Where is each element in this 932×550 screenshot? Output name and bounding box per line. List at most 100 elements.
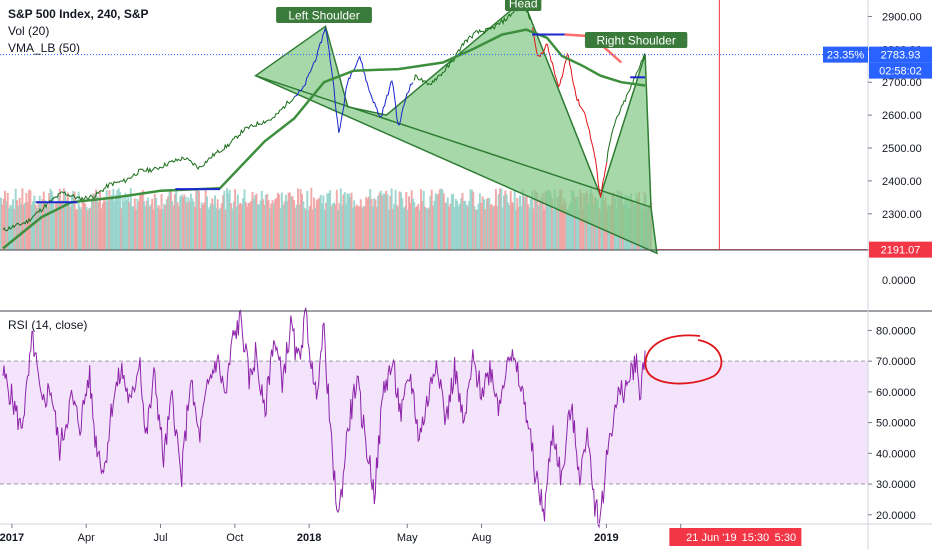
volume-bar	[149, 204, 152, 250]
volume-bar	[70, 194, 73, 250]
volume-bar	[84, 203, 87, 250]
volume-bar	[369, 189, 372, 250]
crosshair-date-bg	[669, 528, 802, 546]
volume-bar	[549, 193, 552, 250]
volume-bar	[409, 203, 412, 250]
volume-bar	[345, 203, 348, 250]
volume-bar	[168, 189, 171, 250]
volume-bar	[204, 188, 207, 250]
time-tick-label: 2017	[0, 532, 24, 544]
volume-bar	[565, 209, 568, 250]
time-tick-label: Aug	[472, 532, 492, 544]
volume-bar	[355, 204, 358, 250]
volume-bar	[305, 209, 307, 250]
rsi-line	[2, 306, 646, 529]
volume-bar	[349, 196, 352, 250]
volume-bar	[335, 189, 338, 250]
volume-bar	[288, 192, 291, 250]
volume-bar	[397, 207, 400, 250]
volume-bar	[6, 192, 9, 250]
volume-bar	[398, 191, 401, 250]
volume-bar	[293, 200, 295, 250]
volume-bar	[413, 202, 416, 250]
volume-bar	[310, 188, 313, 250]
volume-bar	[36, 208, 39, 250]
volume-bar	[325, 202, 328, 250]
volume-bar	[314, 207, 317, 250]
left-shoulder-label-bg	[276, 7, 372, 23]
volume-bar	[519, 195, 521, 250]
volume-bar	[458, 203, 461, 250]
volume-bar	[560, 190, 563, 250]
volume-bar	[347, 193, 350, 250]
volume-bar	[30, 204, 33, 250]
volume-bar	[147, 197, 150, 250]
volume-bar	[172, 205, 175, 250]
volume-bar	[373, 198, 376, 250]
head-shoulders-pattern	[254, 0, 658, 255]
volume-bar	[500, 188, 503, 250]
head-label-bg	[504, 0, 542, 11]
volume-bar	[235, 206, 238, 250]
volume-bar	[65, 199, 68, 250]
legend-volume[interactable]: Vol (20)	[8, 24, 50, 38]
volume-bar	[333, 202, 336, 250]
legend-rsi[interactable]: RSI (14, close)	[8, 318, 88, 332]
volume-bar	[86, 210, 89, 250]
volume-bar	[115, 194, 117, 250]
last-price-badge: 2783.93	[881, 50, 921, 62]
volume-bar	[101, 203, 104, 250]
right-shoulder-label: Right Shoulder	[596, 34, 675, 48]
volume-bar	[80, 208, 83, 250]
volume-bar	[410, 190, 413, 250]
volume-bar	[541, 193, 544, 250]
volume-bar	[258, 204, 261, 250]
last-price-badge-bg	[869, 46, 932, 63]
volume-bar	[469, 189, 472, 250]
volume-bar	[121, 197, 124, 250]
volume-bar	[252, 198, 255, 250]
volume-bar	[46, 207, 49, 250]
volume-bar	[523, 196, 525, 250]
volume-bar	[309, 206, 311, 250]
volume-bar	[264, 194, 267, 250]
volume-bar	[128, 201, 131, 250]
head-label: Head	[509, 0, 538, 11]
volume-bar	[512, 202, 515, 250]
volume-bar	[242, 198, 245, 250]
volume-bar	[81, 199, 84, 250]
volume-bar	[480, 203, 483, 250]
volume-bar	[457, 206, 460, 250]
volume-bar	[187, 197, 190, 250]
volume-bar	[251, 192, 254, 250]
volume-bar	[259, 200, 262, 250]
volume-bar	[375, 207, 378, 250]
volume-bar	[290, 197, 293, 250]
volume-bar	[120, 208, 123, 250]
volume-bar	[203, 202, 206, 250]
left-shoulder-label: Left Shoulder	[288, 9, 359, 23]
volume-bar	[424, 206, 426, 250]
volume-bar	[576, 197, 579, 250]
volume-bar	[428, 207, 431, 250]
legend-symbol[interactable]: S&P 500 Index, 240, S&P	[8, 7, 149, 21]
volume-bar	[468, 201, 471, 250]
volume-bar	[351, 207, 354, 250]
volume-bar	[401, 198, 404, 250]
volume-bar	[54, 202, 57, 250]
volume-bar	[279, 208, 282, 250]
volume-bar	[64, 190, 67, 250]
volume-bar	[189, 193, 192, 250]
volume-bar	[571, 190, 574, 250]
volume-bar	[461, 192, 464, 250]
legend-vma[interactable]: VMA_LB (50)	[8, 41, 81, 55]
volume-bar	[580, 193, 583, 250]
volume-bar	[52, 195, 55, 250]
volume-bar	[74, 209, 77, 250]
volume-bar	[531, 190, 534, 250]
volume-bar	[239, 202, 242, 250]
volume-bar	[44, 200, 47, 250]
volume-bar	[260, 191, 263, 250]
volume-bar	[238, 204, 241, 250]
